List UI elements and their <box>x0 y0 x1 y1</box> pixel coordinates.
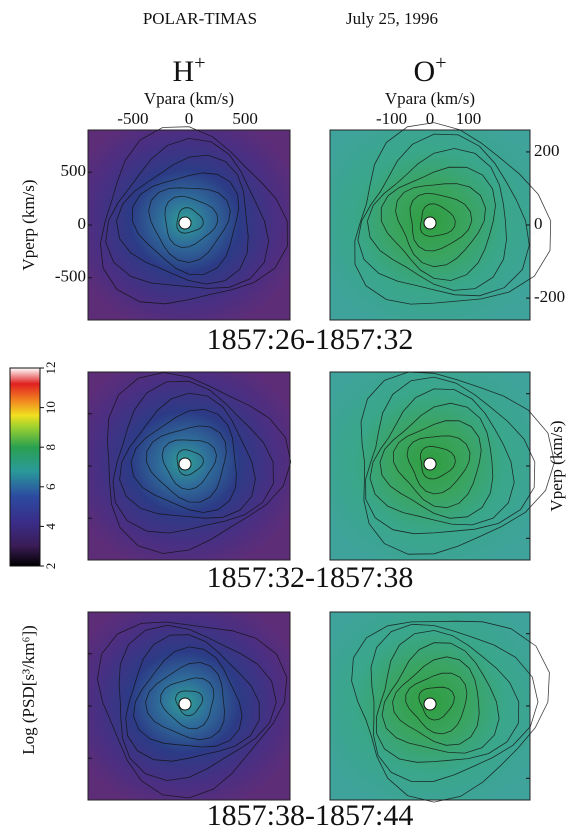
contour-line <box>118 624 277 781</box>
colorbar-label: Log (PSD[s³/km⁶]) <box>19 625 38 755</box>
x-tick-label: -100 <box>376 109 407 128</box>
contour-line <box>379 402 494 519</box>
species-symbol: O <box>414 55 436 88</box>
contour-line <box>376 630 520 763</box>
y-axis-label: Vperp (km/s) <box>19 179 38 270</box>
contour-line <box>116 154 249 285</box>
contour-line <box>392 656 480 746</box>
contour-line <box>176 207 204 234</box>
colorbar-tick-label: 12 <box>43 362 58 375</box>
colorbar-tick-label: 10 <box>43 401 58 414</box>
contour-line <box>366 148 507 291</box>
center-marker <box>423 216 437 230</box>
date: July 25, 1996 <box>346 9 438 28</box>
contour-line <box>405 672 468 735</box>
x-axis-label: Vpara (km/s) <box>144 89 234 108</box>
contour-line <box>395 183 486 268</box>
contour-line <box>96 621 288 799</box>
y-tick-label: -200 <box>534 287 565 306</box>
contour-line <box>145 661 225 741</box>
contour-panel <box>329 122 552 321</box>
contour-panel <box>87 611 291 801</box>
species-charge: + <box>194 52 205 74</box>
contour-line <box>393 420 482 509</box>
contour-panel <box>87 371 292 561</box>
contour-line <box>369 388 515 526</box>
center-marker <box>178 697 192 711</box>
time-range: 1857:38-1857:44 <box>207 799 414 832</box>
contour-line <box>351 620 550 803</box>
contour-line <box>354 122 552 305</box>
colorbar-tick-label: 2 <box>43 563 58 570</box>
contour-line <box>161 439 217 491</box>
y-tick-label: -500 <box>55 267 86 286</box>
center-marker <box>178 457 192 471</box>
time-range: 1857:26-1857:32 <box>207 323 414 356</box>
contour-line <box>365 376 536 535</box>
x-tick-label: 500 <box>232 109 258 128</box>
contour-line <box>146 425 227 503</box>
contour-line <box>119 392 256 519</box>
time-range: 1857:32-1857:38 <box>207 561 414 594</box>
species-label: H+ <box>173 52 206 88</box>
contour-line <box>125 634 260 762</box>
contour-line <box>175 690 204 717</box>
contour-line <box>409 192 473 252</box>
contour-line <box>381 642 500 754</box>
contour-line <box>99 126 288 305</box>
x-tick-label: 0 <box>426 109 435 128</box>
contour-line <box>380 166 496 281</box>
y-tick-label: 0 <box>534 214 543 233</box>
center-marker <box>423 697 437 711</box>
y-tick-label: 200 <box>534 141 560 160</box>
contour-line <box>160 677 215 730</box>
contour-line <box>370 623 539 783</box>
contour-panel <box>87 126 291 321</box>
contour-line <box>357 133 530 297</box>
contour-line <box>148 187 231 263</box>
contour-line <box>418 686 455 721</box>
contour-panel <box>329 611 550 803</box>
contour-line <box>419 203 456 237</box>
y-tick-label: 500 <box>61 161 87 180</box>
contour-line <box>133 646 243 748</box>
contour-line <box>130 408 237 513</box>
y-axis-label: Vperp (km/s) <box>547 420 566 511</box>
contour-panel <box>329 371 555 561</box>
contour-line <box>164 195 219 248</box>
x-tick-label: 100 <box>456 109 482 128</box>
colorbar-tick-label: 4 <box>43 523 58 530</box>
contour-line <box>360 371 555 555</box>
contour-line <box>131 172 240 275</box>
colorbar-tick-label: 8 <box>43 444 58 451</box>
x-tick-label: -500 <box>117 109 148 128</box>
contour-line <box>112 380 274 534</box>
x-tick-label: 0 <box>185 109 194 128</box>
contour-line <box>105 137 270 289</box>
title: POLAR-TIMAS <box>143 9 257 28</box>
center-marker <box>423 457 437 471</box>
colorbar <box>9 367 41 567</box>
species-charge: + <box>435 52 446 74</box>
contour-line <box>106 372 292 554</box>
x-axis-label: Vpara (km/s) <box>385 89 475 108</box>
species-label: O+ <box>414 52 447 88</box>
contour-line <box>176 449 204 476</box>
species-symbol: H <box>173 55 195 88</box>
contour-line <box>420 445 456 480</box>
colorbar-tick-label: 6 <box>43 483 58 490</box>
center-marker <box>178 216 192 230</box>
y-tick-label: 0 <box>78 214 87 233</box>
contour-line <box>406 435 471 495</box>
